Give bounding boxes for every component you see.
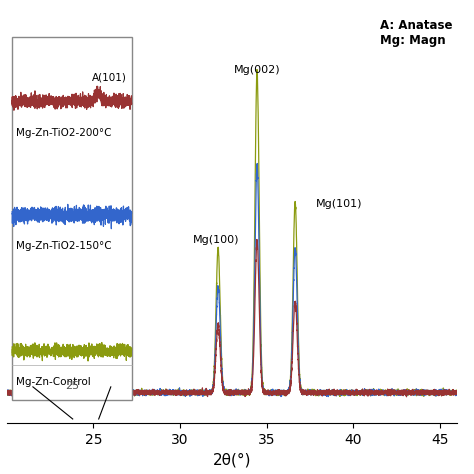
Text: Mg-Zn-TiO2-200°C: Mg-Zn-TiO2-200°C	[17, 128, 112, 138]
Text: A(101): A(101)	[92, 73, 127, 82]
Text: Mg-Zn-TiO2-150°C: Mg-Zn-TiO2-150°C	[17, 241, 112, 251]
Text: 25: 25	[65, 381, 79, 391]
X-axis label: 2θ(°): 2θ(°)	[213, 452, 251, 467]
Text: Mg-Zn-Control: Mg-Zn-Control	[17, 377, 91, 387]
Bar	[12, 37, 132, 400]
Bar	[12, 37, 132, 400]
Text: Mg(101): Mg(101)	[316, 199, 363, 209]
Text: A: Anatase
Mg: Magn: A: Anatase Mg: Magn	[381, 19, 453, 47]
Text: Mg(002): Mg(002)	[234, 65, 281, 75]
Text: Mg(100): Mg(100)	[193, 235, 240, 245]
